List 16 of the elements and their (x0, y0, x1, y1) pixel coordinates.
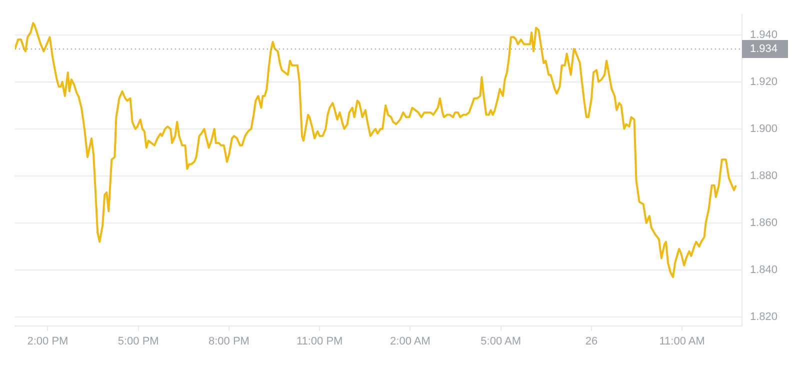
x-tick-label: 2:00 AM (390, 335, 430, 348)
y-tick-label: 1.940 (750, 28, 778, 41)
ref-line-label: 1.934 (750, 42, 778, 55)
y-tick-label: 1.820 (750, 311, 778, 324)
x-tick-label: 11:00 AM (659, 335, 705, 348)
y-tick-label: 1.860 (750, 217, 778, 230)
x-tick-label: 2:00 PM (27, 335, 68, 348)
y-tick-label: 1.840 (750, 264, 778, 276)
x-tick-label: 8:00 PM (208, 335, 250, 348)
x-tick-label: 11:00 PM (296, 335, 343, 348)
y-tick-label: 1.920 (750, 76, 778, 88)
x-tick-label: 5:00 PM (118, 335, 159, 348)
x-tick-label: 5:00 AM (480, 335, 522, 348)
y-tick-label: 1.880 (750, 170, 778, 182)
y-tick-label: 1.900 (750, 122, 778, 135)
x-tick-label: 26 (585, 335, 598, 348)
